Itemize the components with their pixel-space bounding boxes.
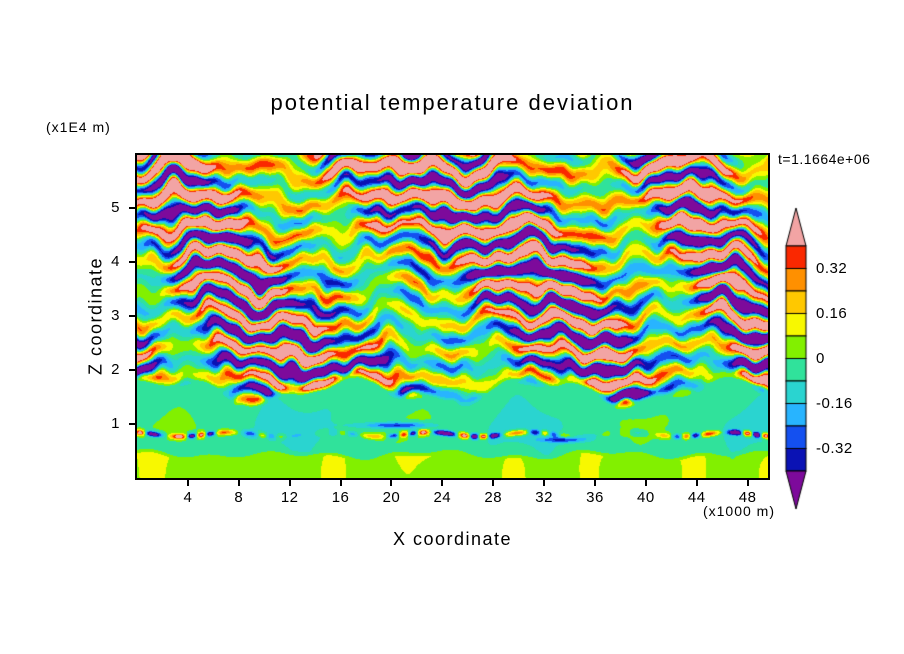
x-tick-label: 16 [331,489,350,506]
x-tick [746,480,749,486]
x-tick [593,480,596,486]
z-tick [129,314,135,317]
x-axis-unit: (x1000 m) [702,503,775,519]
z-tick-label: 2 [111,360,120,378]
x-tick-label: 12 [280,489,299,506]
x-tick [288,480,291,486]
z-tick-label: 4 [111,252,120,270]
x-tick-label: 28 [484,489,503,506]
x-tick [390,480,393,486]
x-tick [492,480,495,486]
z-tick [129,260,135,263]
x-tick [186,480,189,486]
colorbar-label: 0.16 [816,304,848,322]
colorbar-label: 0 [816,349,825,367]
z-tick [129,368,135,371]
x-tick-label: 48 [738,489,757,506]
colorbar [784,204,810,514]
colorbar-label: 0.32 [816,259,848,277]
x-tick-label: 44 [687,489,706,506]
x-tick-label: 40 [637,489,655,506]
z-tick-label: 1 [111,414,120,432]
z-axis-unit: (x1E4 m) [46,119,111,135]
x-tick-label: 32 [535,489,553,506]
x-axis-label: X coordinate [392,529,513,549]
plot-frame [135,153,770,480]
colorbar-label: -0.16 [816,394,853,412]
x-tick [543,480,546,486]
x-tick-label: 20 [382,489,401,506]
x-tick [644,480,647,486]
time-label: t=1.1664e+06 [778,151,871,167]
contour-field-canvas [137,155,768,478]
z-tick-label: 3 [111,306,120,324]
z-tick [129,206,135,209]
x-tick-label: 8 [234,489,244,506]
x-tick-label: 4 [183,489,193,506]
z-tick-label: 5 [111,198,120,216]
x-tick-label: 24 [433,489,452,506]
x-tick [695,480,698,486]
x-tick [441,480,444,486]
plot-title: potential temperature deviation [270,90,635,115]
z-tick [129,422,135,425]
z-axis-label: Z coordinate [85,256,106,376]
x-tick [339,480,342,486]
x-tick-label: 36 [586,489,604,506]
colorbar-label: -0.32 [816,439,853,457]
x-tick [237,480,240,486]
